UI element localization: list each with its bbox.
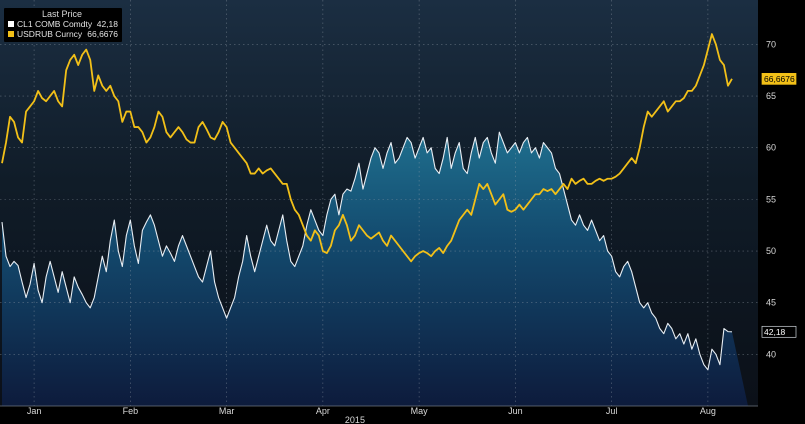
y-tick-label-55: 55 [766, 194, 776, 204]
legend-swatch-usdrub [8, 31, 14, 37]
x-tick-label-Jan: Jan [27, 406, 42, 416]
y-tick-label-70: 70 [766, 39, 776, 49]
x-tick-label-Jun: Jun [508, 406, 523, 416]
x-tick-label-Aug: Aug [700, 406, 716, 416]
series-line-usdrub [1, 33, 733, 263]
y-tick-label-65: 65 [766, 91, 776, 101]
x-tick-label-May: May [411, 406, 429, 416]
legend-value-usdrub: 66,6676 [87, 29, 118, 39]
y-tick-label-60: 60 [766, 143, 776, 153]
x-tick-label-Jul: Jul [606, 406, 618, 416]
series-area-cl1 [2, 132, 748, 406]
legend: Last Price CL1 COMB Comdty 42,18 USDRUB … [4, 8, 122, 42]
legend-label-usdrub: USDRUB Curncy [17, 29, 83, 39]
series-line-cl1 [1, 131, 732, 371]
last-value-tag-text-cl1: 42,18 [764, 327, 786, 337]
legend-swatch-cl1 [8, 21, 14, 27]
x-tick-label-Feb: Feb [123, 406, 139, 416]
x-tick-label-Apr: Apr [316, 406, 330, 416]
legend-title: Last Price [42, 9, 82, 19]
last-value-tag-usdrub [761, 72, 797, 85]
axis-background-bottom [0, 406, 805, 424]
y-tick-label-45: 45 [766, 298, 776, 308]
legend-value-cl1: 42,18 [97, 19, 119, 29]
last-value-tag-cl1 [761, 325, 797, 338]
y-tick-label-40: 40 [766, 349, 776, 359]
y-tick-label-50: 50 [766, 246, 776, 256]
x-tick-label-Mar: Mar [219, 406, 235, 416]
legend-box [4, 8, 122, 42]
last-value-tag-text-usdrub: 66,6676 [764, 74, 795, 84]
axis-background-right [758, 0, 805, 424]
x-year-label: 2015 [345, 415, 365, 424]
legend-label-cl1: CL1 COMB Comdty [17, 19, 93, 29]
